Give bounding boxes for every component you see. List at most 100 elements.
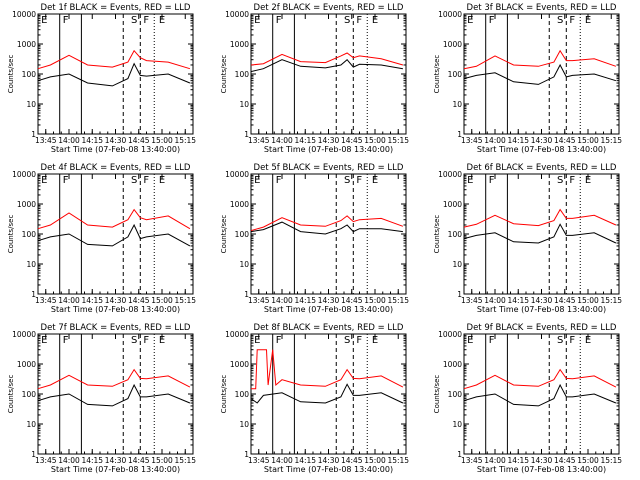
x-tick-label: 15:00 (577, 456, 599, 465)
x-tick-label: 15:15 (387, 456, 409, 465)
region-label: F (356, 175, 362, 186)
x-tick-label: 14:15 (507, 456, 529, 465)
x-tick-label: 14:30 (105, 456, 127, 465)
y-tick-label: 10000 (438, 10, 462, 19)
y-tick-label: 10000 (438, 170, 462, 179)
region-label: E (585, 175, 591, 186)
y-tick-label: 1000 (17, 360, 36, 369)
x-tick-label: 15:15 (600, 456, 622, 465)
y-tick-label: 1 (244, 450, 249, 459)
x-tick-label: 14:00 (271, 456, 293, 465)
events-series-line (463, 383, 617, 407)
y-tick-label: 10 (452, 100, 462, 109)
x-tick-label: 13:45 (35, 456, 57, 465)
x-tick-label: 15:00 (577, 296, 599, 305)
region-label: E (159, 175, 165, 186)
x-tick-label: 14:00 (484, 456, 506, 465)
x-tick-label: 14:00 (271, 136, 293, 145)
region-label: E (372, 335, 378, 346)
x-tick-label: 14:00 (484, 296, 506, 305)
plot-frame (37, 13, 194, 135)
lld-series-line (251, 349, 404, 390)
x-tick-label: 15:15 (600, 296, 622, 305)
chart-title: Det 9f BLACK = Events, RED = LLD (467, 323, 617, 333)
y-tick-label: 10 (452, 260, 462, 269)
lld-series-line (463, 368, 617, 390)
lld-series-line (250, 215, 404, 232)
region-label: F (569, 15, 575, 26)
region-label: S (344, 335, 350, 346)
plot-frame (250, 173, 407, 295)
region-label: S (557, 15, 563, 26)
y-tick-label: 1 (457, 130, 462, 139)
region-label: F (63, 335, 69, 346)
y-tick-label: 10 (239, 100, 249, 109)
region-label: F (276, 335, 282, 346)
y-tick-label: 10 (239, 260, 249, 269)
y-tick-label: 1 (244, 130, 249, 139)
x-tick-label: 15:15 (387, 296, 409, 305)
x-tick-label: 14:45 (341, 296, 363, 305)
events-series-line (463, 63, 617, 85)
lld-series-line (463, 49, 617, 70)
x-tick-label: 14:30 (318, 136, 340, 145)
y-axis-label: Counts/sec (7, 55, 15, 94)
x-tick-label: 14:45 (341, 456, 363, 465)
plot-frame (463, 333, 620, 455)
y-axis-label: Counts/sec (220, 55, 228, 94)
events-series-line (250, 383, 404, 404)
x-tick-label: 15:00 (151, 456, 173, 465)
x-tick-label: 15:15 (387, 136, 409, 145)
x-tick-label: 15:15 (174, 456, 196, 465)
y-tick-label: 100 (448, 70, 463, 79)
y-axis-label: Counts/sec (7, 215, 15, 254)
x-tick-label: 14:30 (105, 296, 127, 305)
y-axis-label: Counts/sec (433, 55, 441, 94)
x-tick-label: 14:45 (554, 296, 576, 305)
x-tick-label: 14:30 (318, 456, 340, 465)
y-tick-label: 1000 (443, 40, 462, 49)
x-tick-label: 14:30 (531, 136, 553, 145)
x-tick-label: 14:15 (294, 136, 316, 145)
y-tick-label: 100 (448, 230, 463, 239)
region-label: F (143, 335, 149, 346)
y-tick-label: 1 (31, 450, 36, 459)
y-axis-label: Counts/sec (433, 375, 441, 414)
region-label: E (254, 335, 260, 346)
chart-title: Det 3f BLACK = Events, RED = LLD (467, 3, 617, 13)
y-tick-label: 100 (235, 390, 250, 399)
y-tick-label: 100 (22, 70, 37, 79)
events-series-line (37, 223, 191, 247)
region-label: F (356, 15, 362, 26)
y-axis-label: Counts/sec (220, 215, 228, 254)
x-axis-label: Start Time (07-Feb-08 13:40:00) (477, 145, 606, 154)
chart-title: Det 1f BLACK = Events, RED = LLD (41, 3, 191, 13)
y-tick-label: 10000 (225, 330, 249, 339)
y-tick-label: 1 (457, 290, 462, 299)
region-label: F (356, 335, 362, 346)
y-tick-label: 10000 (12, 170, 36, 179)
lld-series-line (250, 52, 404, 66)
y-tick-label: 10 (452, 420, 462, 429)
y-tick-label: 10 (239, 420, 249, 429)
x-tick-label: 13:45 (35, 296, 57, 305)
y-tick-label: 10 (26, 420, 36, 429)
x-tick-label: 14:15 (507, 296, 529, 305)
x-tick-label: 14:45 (554, 456, 576, 465)
chart-title: Det 6f BLACK = Events, RED = LLD (467, 163, 617, 173)
y-tick-label: 1 (457, 450, 462, 459)
x-tick-label: 15:00 (364, 296, 386, 305)
x-tick-label: 14:00 (484, 136, 506, 145)
x-tick-label: 14:30 (531, 296, 553, 305)
x-tick-label: 14:15 (294, 456, 316, 465)
region-label: E (467, 175, 473, 186)
y-tick-label: 1000 (230, 360, 249, 369)
x-tick-label: 14:45 (554, 136, 576, 145)
chart-title: Det 7f BLACK = Events, RED = LLD (41, 323, 191, 333)
y-tick-label: 1000 (230, 200, 249, 209)
plot-frame (37, 173, 194, 295)
y-tick-label: 1000 (17, 200, 36, 209)
region-label: E (254, 15, 260, 26)
